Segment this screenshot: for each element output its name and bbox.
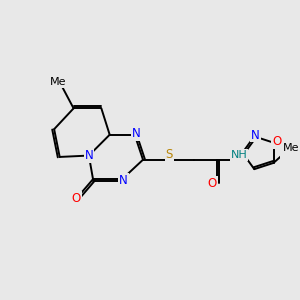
Text: Me: Me bbox=[283, 142, 300, 153]
Text: N: N bbox=[119, 174, 128, 187]
Text: S: S bbox=[166, 148, 173, 161]
Text: O: O bbox=[208, 177, 217, 190]
Text: NH: NH bbox=[230, 150, 247, 160]
Text: N: N bbox=[251, 128, 260, 142]
Text: N: N bbox=[85, 149, 93, 162]
Text: N: N bbox=[132, 127, 140, 140]
Text: O: O bbox=[72, 192, 81, 205]
Text: O: O bbox=[272, 135, 281, 148]
Text: Me: Me bbox=[50, 77, 67, 87]
